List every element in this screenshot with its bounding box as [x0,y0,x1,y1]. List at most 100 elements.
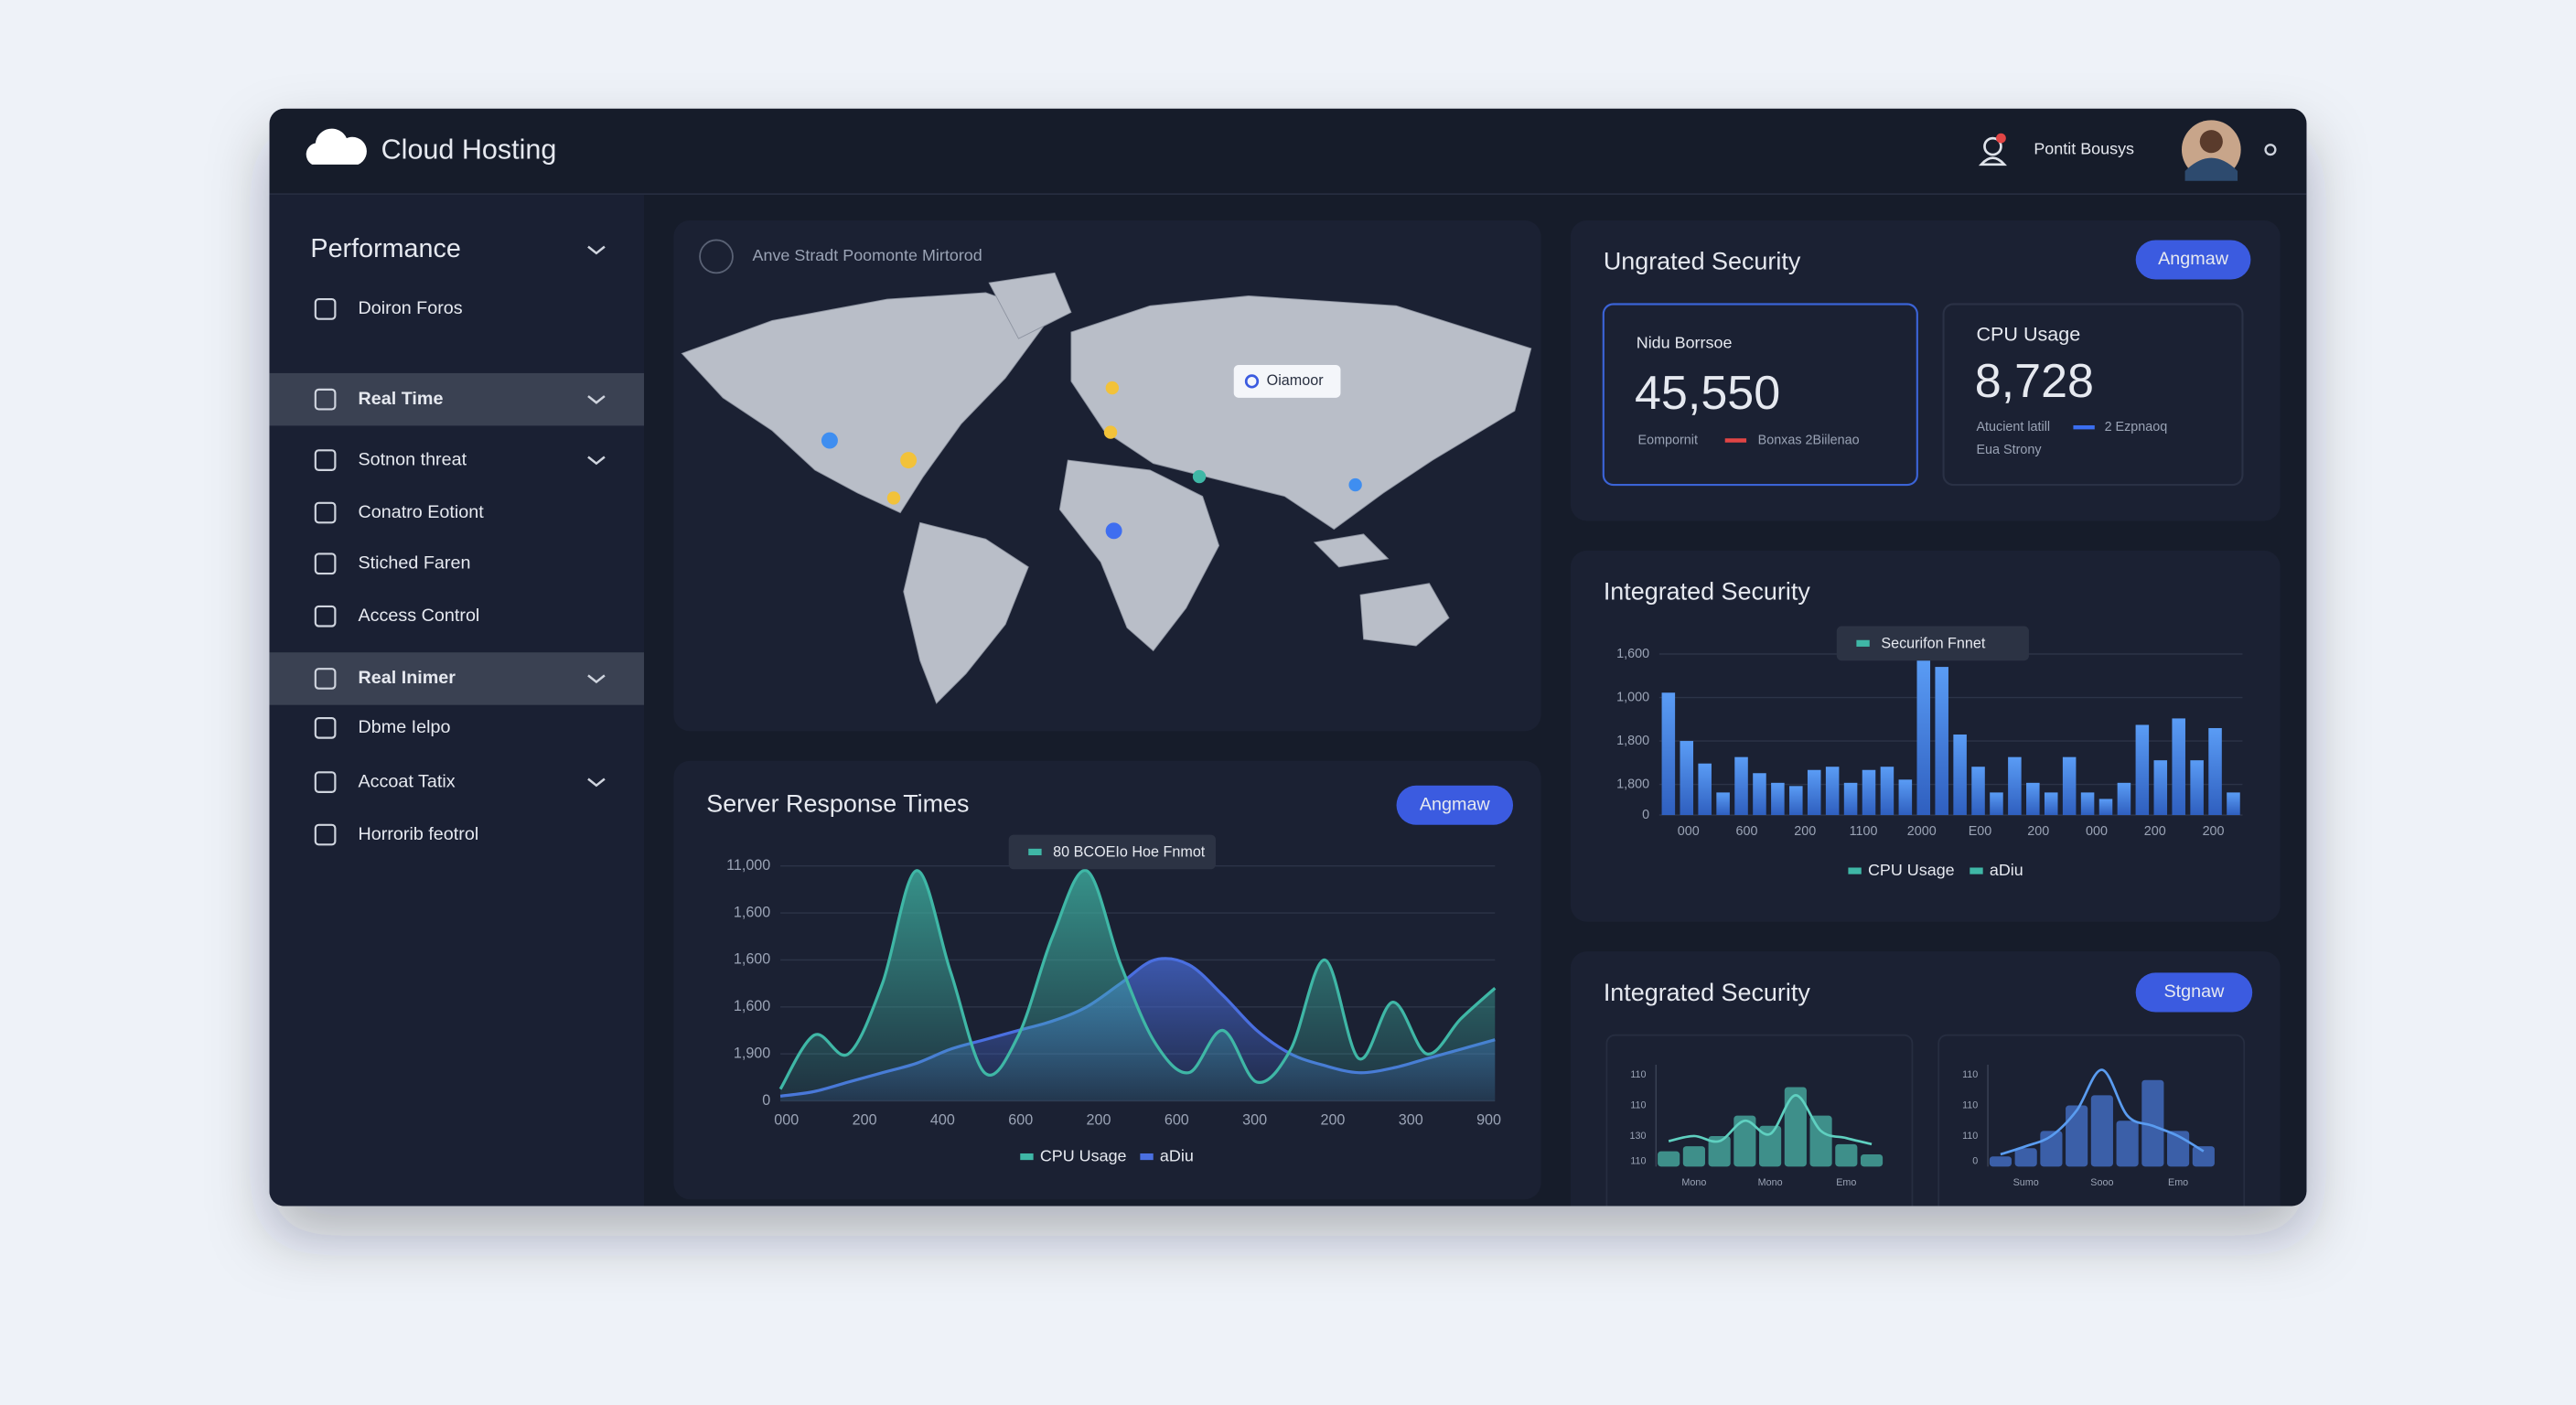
nav-icon [314,823,337,846]
bar [1807,769,1821,816]
stat-card [1942,303,2244,487]
chart-title: Server Response Times [706,789,969,817]
nav-label: Doiron Foros [359,298,463,318]
bar [2044,792,2058,816]
chart-tooltip: 80 BCOEIo Hoe Fnmot [1053,844,1206,861]
bar [1860,1153,1884,1167]
bar [1971,767,1985,816]
bar [2227,792,2240,816]
y-tick-label: 110 [1630,1069,1646,1080]
bar [1843,782,1858,816]
x-tick-label: 300 [1399,1111,1423,1128]
y-tick-label: 1,000 [1616,690,1649,704]
y-tick-label: 1,600 [1616,647,1649,661]
nav-item[interactable]: Real Time [269,372,644,426]
nav-label: Accoat Tatix [359,771,456,791]
bar [1682,1146,1705,1167]
x-tick-label: 600 [1165,1111,1189,1128]
map-tooltip: Oiamoor [1267,372,1325,389]
bar [2014,1148,2037,1167]
x-tick-label: Sumo [2013,1177,2039,1188]
nav-item[interactable]: Sotnon threat [314,449,606,471]
x-tick-label: 900 [1476,1111,1501,1128]
nav-item[interactable]: Access Control [314,605,480,627]
mini-card [1937,1034,2246,1207]
y-tick-label: 110 [1962,1131,1978,1142]
nav-label: Stiched Faren [359,552,471,573]
chevron [587,674,606,684]
bottom-title: Integrated Security [1604,979,1811,1006]
bar [1916,660,1931,816]
chart-title: Integrated Security [1604,578,1811,606]
x-tick-label: 1100 [1850,824,1878,839]
notifications[interactable] [1978,133,2007,166]
chevron [587,395,606,404]
stat-note: Eompornit [1638,433,1698,447]
legend-swatch [1140,1153,1154,1161]
button[interactable]: Angmaw [2135,240,2251,280]
x-tick-label: 300 [1242,1111,1267,1128]
settings[interactable] [2264,144,2277,156]
nav-icon [314,605,337,627]
bar [2116,1121,2139,1167]
bar [1753,773,1766,816]
x-tick-label: E00 [1969,824,1992,839]
stat-value: 45,550 [1635,367,1780,420]
nav-item[interactable]: Stiched Faren [314,552,471,575]
button[interactable]: Stgnaw [2135,972,2253,1013]
x-tick-label: 000 [774,1111,799,1128]
button[interactable]: Angmaw [1396,785,1514,825]
bar [1880,767,1894,816]
chart-tooltip-box [1008,834,1216,870]
stat-card [1602,303,1918,487]
x-tick-label: Sooo [2090,1177,2113,1188]
nav-icon [314,388,337,411]
chevron [587,245,606,255]
y-tick-label: 0 [1642,808,1649,822]
x-tick-label: Emo [2168,1177,2188,1188]
nav-icon [314,771,337,793]
bar [2080,792,2095,816]
nav-icon [314,501,337,524]
x-tick-label: Mono [1758,1177,1783,1188]
bar [1862,769,1876,816]
legend-label: CPU Usage [1868,861,1955,879]
bar [2141,1079,2164,1167]
legend-swatch [1020,1153,1034,1161]
nav-item[interactable]: Conatro Eotiont [314,501,485,524]
nav-item[interactable]: Performance [310,234,606,263]
bar [1898,779,1913,816]
button-bg [2135,240,2251,280]
nav-item[interactable]: Dbme Ielpo [314,716,451,739]
x-tick-label: 200 [1794,824,1816,839]
bar [1989,1156,2012,1167]
nav-label: Conatro Eotiont [359,502,485,522]
bar [2026,782,2040,816]
nav-item[interactable]: Doiron Foros [314,298,463,320]
bar [2135,724,2150,816]
x-tick-label: 200 [1087,1111,1111,1128]
chart-tooltip-box [1836,626,2029,661]
avatar[interactable] [2181,120,2241,181]
x-tick-label: Emo [1836,1177,1856,1188]
y-tick-label: 1,800 [1616,777,1649,791]
mini-card [1605,1034,1914,1207]
bar [1708,1135,1731,1167]
y-tick-label: 1,600 [734,951,770,968]
nav-item[interactable]: Horrorib feotrol [314,823,478,846]
bar [1680,741,1694,816]
nav-item[interactable]: Accoat Tatix [314,771,606,793]
x-tick-label: 200 [1320,1111,1345,1128]
y-tick-label: 110 [1630,1156,1646,1167]
bar [1953,735,1967,816]
nav-highlight [269,652,644,705]
bar [1935,667,1948,816]
nav-label: Real Inimer [359,668,456,688]
bar [1733,1115,1756,1167]
nav-item[interactable]: Real Inimer [269,652,644,705]
stat-value: 8,728 [1975,355,2094,408]
button-label: Stgnaw [2164,981,2226,1002]
area-line [778,869,1497,1090]
button-bg [1396,785,1514,825]
nav-label: Sotnon threat [359,449,467,469]
